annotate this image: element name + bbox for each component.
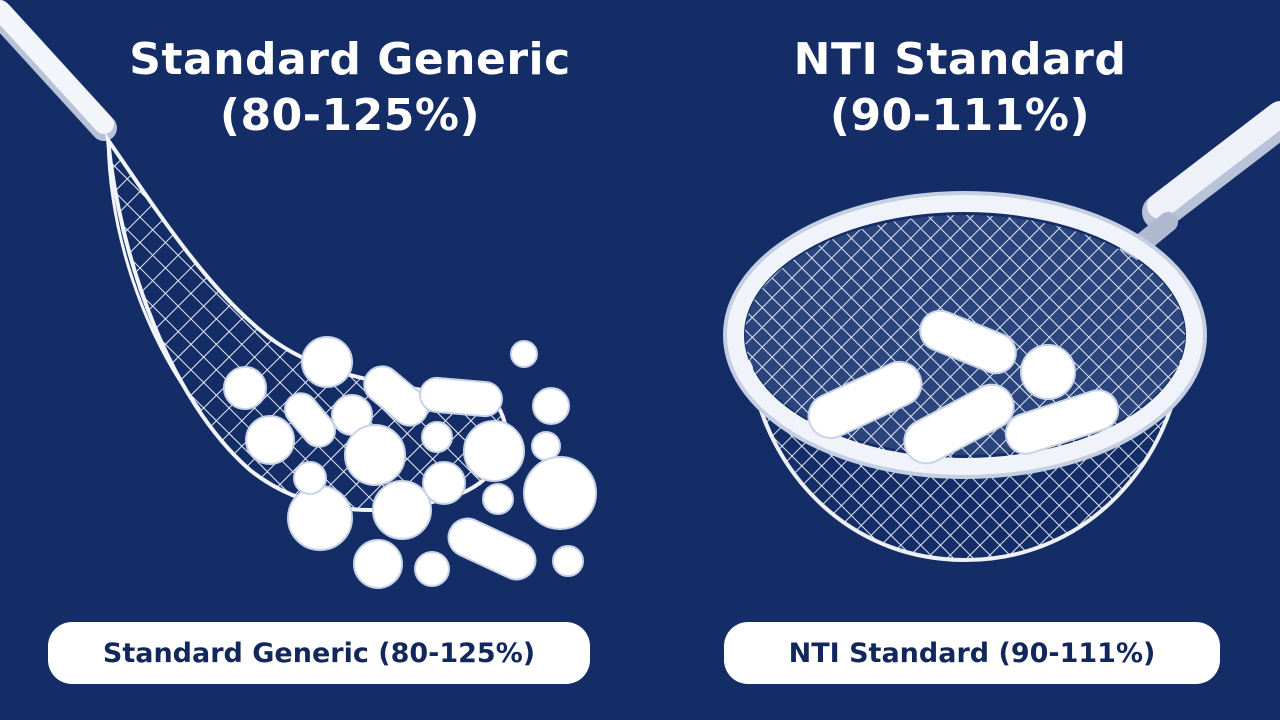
pill-tablet [422,461,466,505]
pill-tablet [552,545,584,577]
sieve-rim [726,194,1204,476]
pill-capsule [363,365,429,427]
pill-capsule [1004,389,1120,455]
nti-standard-title-line2: (90-111%) [829,90,1091,141]
pill-tablet [414,551,450,587]
pill-capsule [807,360,923,440]
pill-capsule [284,392,336,448]
pill-tablet [301,336,353,388]
nti-standard-title-line1: NTI Standard [793,34,1127,85]
net-mesh [108,140,507,510]
pill-tablet [293,461,327,495]
pill-tablet [510,340,538,368]
nti-standard-title: NTI Standard (90-111%) [670,32,1250,144]
pill-tablet [372,480,432,540]
standard-generic-title-line2: (80-125%) [219,90,481,141]
pills-retained [807,309,1120,465]
standard-generic-title-line1: Standard Generic [129,34,571,85]
pill-capsule [903,383,1015,465]
pill-capsule [447,517,537,581]
pill-tablet [1020,344,1076,400]
pill-capsule [919,309,1017,375]
pill-tablet [245,415,295,465]
pill-tablet [463,420,525,482]
pill-tablet [531,431,561,461]
pill-tablet [287,485,353,551]
pill-tablet [532,387,570,425]
standard-generic-label: Standard Generic (80-125%) [48,622,590,684]
pills-spilling [223,336,597,589]
pill-tablet [353,539,403,589]
pill-tablet [523,456,597,530]
pill-tablet [344,424,406,486]
pill-capsule [419,376,503,418]
nti-standard-label: NTI Standard (90-111%) [724,622,1220,684]
pill-tablet [421,421,453,453]
standard-generic-title: Standard Generic (80-125%) [60,32,640,144]
pill-tablet [482,483,514,515]
pill-tablet [223,366,267,410]
